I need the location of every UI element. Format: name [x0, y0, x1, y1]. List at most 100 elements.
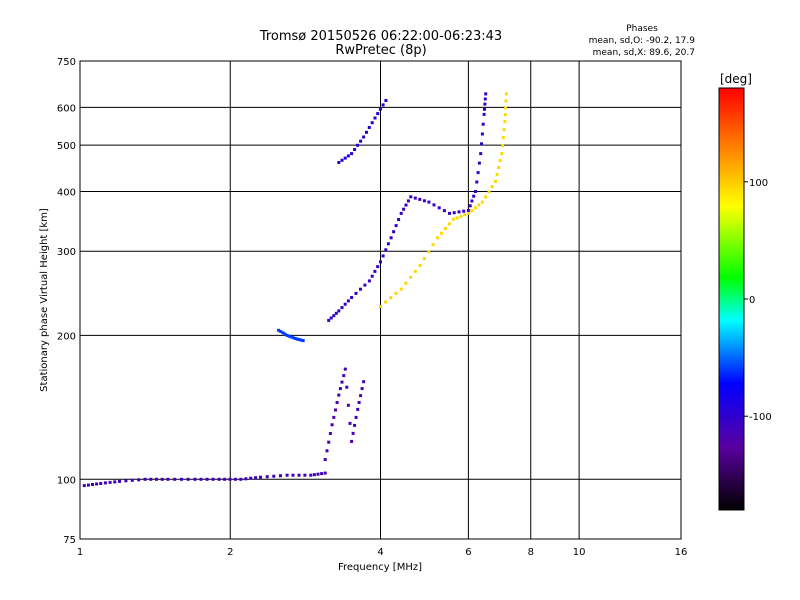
data-point — [373, 116, 377, 120]
data-point — [480, 132, 484, 136]
colorbar-label: [deg] — [720, 72, 752, 86]
data-point — [130, 478, 134, 482]
data-point — [337, 309, 341, 313]
data-point — [287, 334, 291, 338]
data-point — [365, 130, 368, 134]
colorbar-tick-label: 100 — [749, 178, 768, 189]
data-point — [418, 197, 422, 201]
data-point — [451, 217, 455, 221]
data-point — [480, 200, 484, 204]
data-point — [484, 195, 488, 199]
data-point — [409, 195, 413, 199]
data-point — [443, 227, 447, 230]
data-point — [472, 194, 476, 198]
data-point — [346, 299, 350, 303]
data-point — [299, 338, 303, 342]
data-point — [228, 477, 232, 481]
data-point — [283, 332, 287, 336]
data-point — [108, 480, 112, 484]
data-point — [327, 318, 331, 322]
data-point — [376, 265, 380, 269]
phases-mean-o: mean, sd,O: -90.2, 17.9 — [589, 36, 696, 46]
data-point — [379, 304, 382, 308]
data-point — [279, 330, 283, 333]
data-point — [337, 161, 341, 164]
data-point — [427, 250, 431, 254]
data-point — [323, 471, 327, 475]
data-point — [239, 477, 243, 481]
data-point — [363, 283, 367, 287]
data-point — [342, 374, 346, 378]
data-point — [354, 415, 358, 419]
data-point — [484, 92, 488, 96]
data-point — [381, 254, 385, 258]
y-tick-label: 500 — [57, 141, 76, 152]
data-point — [455, 216, 459, 220]
data-point — [402, 207, 406, 211]
data-point — [367, 126, 371, 129]
data-point — [373, 269, 377, 273]
data-point — [143, 477, 147, 481]
x-tick-label: 4 — [377, 547, 383, 558]
data-point — [348, 421, 352, 425]
data-point — [295, 337, 299, 341]
data-point — [281, 331, 285, 335]
colorbar — [718, 87, 745, 511]
data-point — [427, 200, 431, 204]
data-point — [291, 473, 295, 477]
data-point — [199, 477, 203, 481]
data-point — [437, 206, 441, 210]
data-point — [501, 136, 505, 140]
data-point — [335, 401, 339, 404]
data-point — [470, 199, 474, 203]
data-point — [137, 478, 141, 482]
data-point — [354, 291, 358, 295]
data-point — [431, 243, 435, 247]
data-point — [386, 242, 390, 246]
data-point — [297, 473, 301, 477]
data-point — [323, 458, 327, 461]
data-point — [367, 279, 371, 283]
data-point — [345, 385, 349, 389]
data-point — [448, 211, 451, 215]
y-tick-label: 750 — [57, 57, 76, 68]
data-point — [353, 148, 357, 151]
data-point — [475, 180, 479, 184]
data-point — [389, 236, 393, 240]
colorbar-ticks: 100 0 -100 — [744, 178, 772, 423]
data-point — [277, 328, 281, 332]
data-point — [254, 476, 258, 480]
data-point — [468, 204, 472, 208]
data-point — [340, 158, 344, 162]
data-point — [487, 190, 491, 194]
data-point — [356, 143, 360, 147]
data-point — [483, 102, 487, 106]
data-point — [482, 112, 486, 116]
data-point — [442, 209, 446, 213]
chart-title: Tromsø 20150526 06:22:00-06:23:43 — [259, 29, 502, 44]
data-point — [470, 209, 474, 213]
data-point — [193, 477, 197, 481]
x-tick-label: 10 — [573, 547, 586, 558]
data-point — [503, 120, 507, 124]
data-point — [389, 296, 393, 300]
data-point — [457, 210, 461, 214]
data-point — [338, 387, 342, 391]
data-point — [504, 92, 508, 96]
data-point — [334, 311, 338, 315]
y-tick-label: 75 — [63, 535, 76, 546]
data-point — [481, 122, 485, 126]
data-point — [477, 161, 481, 165]
colorbar-tick-label: 0 — [749, 295, 755, 306]
data-point — [343, 367, 347, 371]
data-point — [459, 214, 463, 218]
data-point — [82, 484, 86, 488]
data-point — [479, 152, 483, 156]
data-point — [503, 113, 507, 117]
x-axis: 1 2 4 6 8 10 16 — [77, 547, 688, 558]
data-point — [86, 483, 90, 487]
y-tick-label: 600 — [57, 103, 76, 114]
data-point — [118, 479, 121, 483]
data-point — [293, 337, 297, 340]
data-point — [320, 472, 324, 476]
